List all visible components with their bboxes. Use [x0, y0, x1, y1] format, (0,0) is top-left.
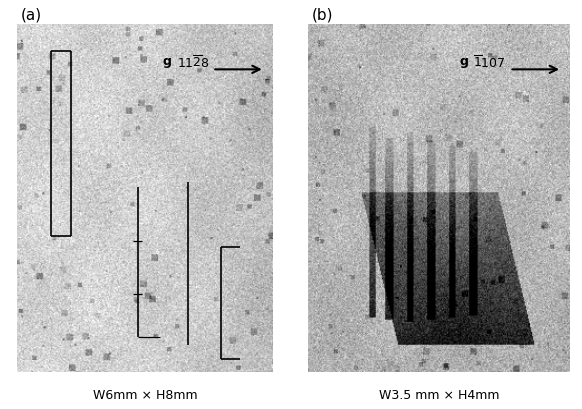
Text: (a): (a) [20, 7, 41, 22]
Text: $\overline{1}107$: $\overline{1}107$ [473, 54, 506, 71]
Text: (b): (b) [311, 7, 333, 22]
Text: $\mathbf{g}$: $\mathbf{g}$ [459, 56, 469, 70]
Text: $11\overline{2}8$: $11\overline{2}8$ [177, 54, 210, 71]
Text: W3.5 mm × H4mm: W3.5 mm × H4mm [379, 388, 500, 401]
Text: $\mathbf{g}$: $\mathbf{g}$ [162, 56, 172, 70]
Text: W6mm × H8mm: W6mm × H8mm [93, 388, 198, 401]
